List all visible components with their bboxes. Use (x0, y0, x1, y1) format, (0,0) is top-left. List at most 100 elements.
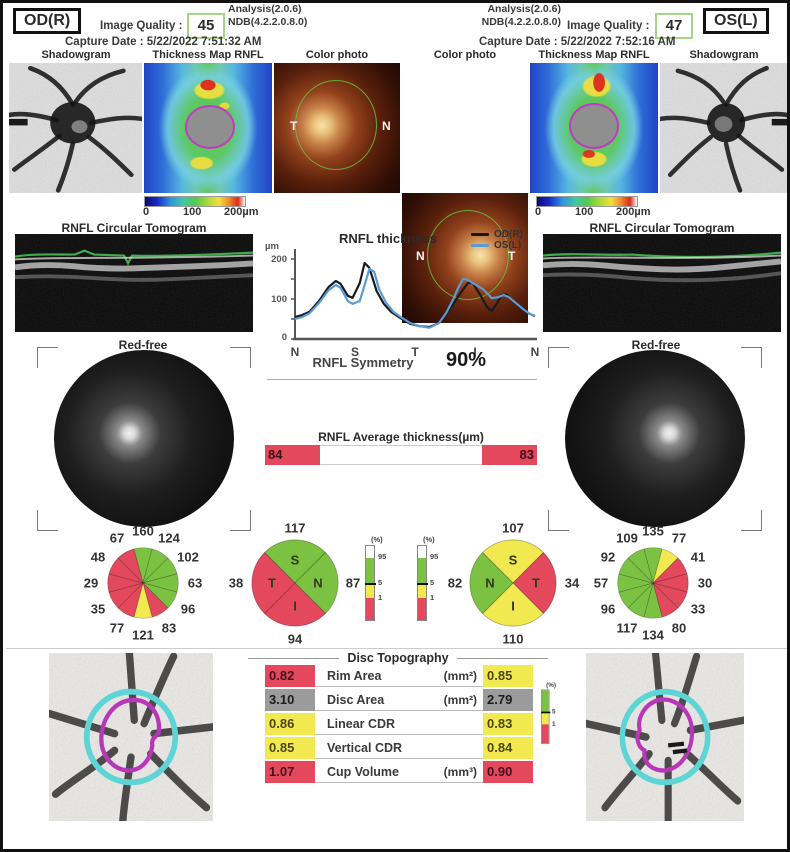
od-analysis-version: Analysis(2.0.6) (228, 3, 302, 15)
disc-topography-title: Disc Topography (347, 651, 449, 665)
os-disc-photo (582, 649, 748, 826)
os-clock-hours-pie: 135 77 41 30 33 80 134 117 96 57 92 109 (578, 508, 728, 658)
os-colorbar-200: 200µm (616, 206, 651, 218)
pie-canvas (617, 547, 689, 619)
pie-sector (263, 582, 327, 627)
pie-sector (263, 539, 327, 584)
disc-od-value: 0.86 (265, 713, 315, 735)
x-label-n2: N (530, 345, 540, 359)
bracket-icon (230, 510, 251, 531)
od-color-photo-image: T N (274, 63, 400, 193)
pie-sector (251, 551, 296, 615)
clock-hour-value: 67 (109, 530, 125, 546)
x-label-n1: N (290, 345, 300, 359)
os-image-quality-value: 47 (655, 13, 693, 39)
pie-sector (652, 548, 679, 585)
os-disc-mask (569, 103, 619, 149)
rnfl-chart-canvas (291, 249, 537, 341)
pie-sector (469, 551, 514, 615)
os-ndb-version: NDB(4.2.2.0.8.0) (481, 15, 561, 28)
disc-metric-name: Vertical CDR (327, 740, 403, 755)
scale-seg-green (541, 690, 549, 713)
od-superior-value: 117 (284, 520, 306, 536)
os-analysis-version: Analysis(2.0.6) (487, 3, 561, 15)
os-analysis-block: Analysis(2.0.6) NDB(4.2.2.0.8.0) (443, 3, 561, 28)
pie-sector (651, 582, 688, 609)
pie-sector (627, 581, 654, 618)
pie-sector (481, 539, 545, 584)
os-tomogram-image (542, 234, 782, 337)
pie-sector (618, 557, 655, 584)
y-tick-100: 100 (271, 294, 287, 305)
clock-hour-value: 135 (642, 523, 664, 539)
scale-seg-yellow (541, 712, 549, 725)
disc-os-value: 2.79 (483, 689, 533, 711)
od-redfree-fundus (54, 350, 234, 527)
clock-hour-value: 96 (180, 601, 196, 617)
clock-hour-value: 121 (132, 627, 154, 643)
pie-sector (294, 551, 339, 615)
os-nasal-letter: N (485, 575, 495, 591)
clock-hour-value: 77 (109, 620, 125, 636)
pie-sector (652, 581, 679, 618)
pie-sector (108, 582, 145, 609)
bracket-icon (230, 347, 251, 368)
pie-sector (512, 551, 557, 615)
scale-seg-yellow (366, 584, 374, 598)
os-disc-photo-art (582, 649, 748, 825)
clock-hour-value: 109 (616, 530, 638, 546)
clock-hour-value: 92 (600, 549, 616, 565)
od-redfree-title: Red-free (118, 338, 168, 352)
disc-metric-unit: (mm²) (443, 692, 477, 707)
scale-1: 1 (378, 593, 383, 602)
disc-table-row: 0.85 Vertical CDR 0.84 (265, 737, 533, 759)
disc-metric-name: Disc Area (327, 692, 385, 707)
pie-sector (133, 581, 153, 619)
pie-sector (133, 547, 153, 585)
os-thickness-map-label: Thickness Map RNFL (538, 49, 650, 61)
od-scan-circle (295, 80, 377, 170)
disc-metric-unit: (mm³) (443, 764, 477, 779)
os-redfree-fundus (565, 350, 745, 527)
rnfl-symmetry-label: RNFL Symmetry (312, 355, 414, 370)
os-legend-label: OS(L) (494, 240, 522, 251)
od-percentile-scale: (%) 95 5 1 (365, 535, 399, 625)
os-colorbar (536, 196, 638, 207)
os-percentile-scale: (%) 95 5 1 (417, 535, 451, 625)
od-disc-mask (185, 105, 235, 149)
od-image-quality-value: 45 (187, 13, 225, 39)
clock-hour-value: 41 (690, 549, 706, 565)
disc-topography-header: Disc Topography (248, 651, 549, 665)
os-temporal-mark: T (508, 249, 516, 263)
disc-metric-unit: (mm²) (443, 668, 477, 683)
scale-seg-green (418, 558, 426, 584)
title-rule-right (456, 657, 549, 659)
pie-sector (617, 573, 655, 593)
od-colorbar-200: 200µm (224, 206, 259, 218)
os-thickness-map-image (530, 63, 658, 193)
x-label-t: T (411, 345, 419, 359)
scale-seg-red (418, 598, 426, 620)
bracket-icon (741, 510, 762, 531)
od-legend-label: OD(R) (494, 229, 523, 240)
scale-seg-white (366, 546, 374, 558)
clock-hour-value: 29 (83, 575, 99, 591)
bracket-icon (37, 347, 58, 368)
clock-hour-value: 102 (177, 549, 199, 565)
y-tick-0: 0 (281, 332, 287, 343)
os-superior-value: 107 (502, 520, 524, 536)
scale-1: 1 (430, 593, 435, 602)
od-temporal-mark: T (290, 119, 298, 133)
bracket-icon (548, 510, 569, 531)
os-capture-date: Capture Date : 5/22/2022 7:52:16 AM (479, 36, 676, 48)
pie-sector (117, 548, 144, 585)
os-redfree-title: Red-free (631, 338, 681, 352)
os-tomogram-art (542, 234, 782, 332)
scale-seg-white (418, 546, 426, 558)
avg-thickness-bar: 84 83 (265, 445, 537, 465)
disc-table-row: 0.86 Linear CDR 0.83 (265, 713, 533, 735)
disc-os-value: 0.84 (483, 737, 533, 759)
od-capture-date: Capture Date : 5/22/2022 7:51:32 AM (65, 36, 262, 48)
od-thickness-map-label: Thickness Map RNFL (152, 49, 264, 61)
